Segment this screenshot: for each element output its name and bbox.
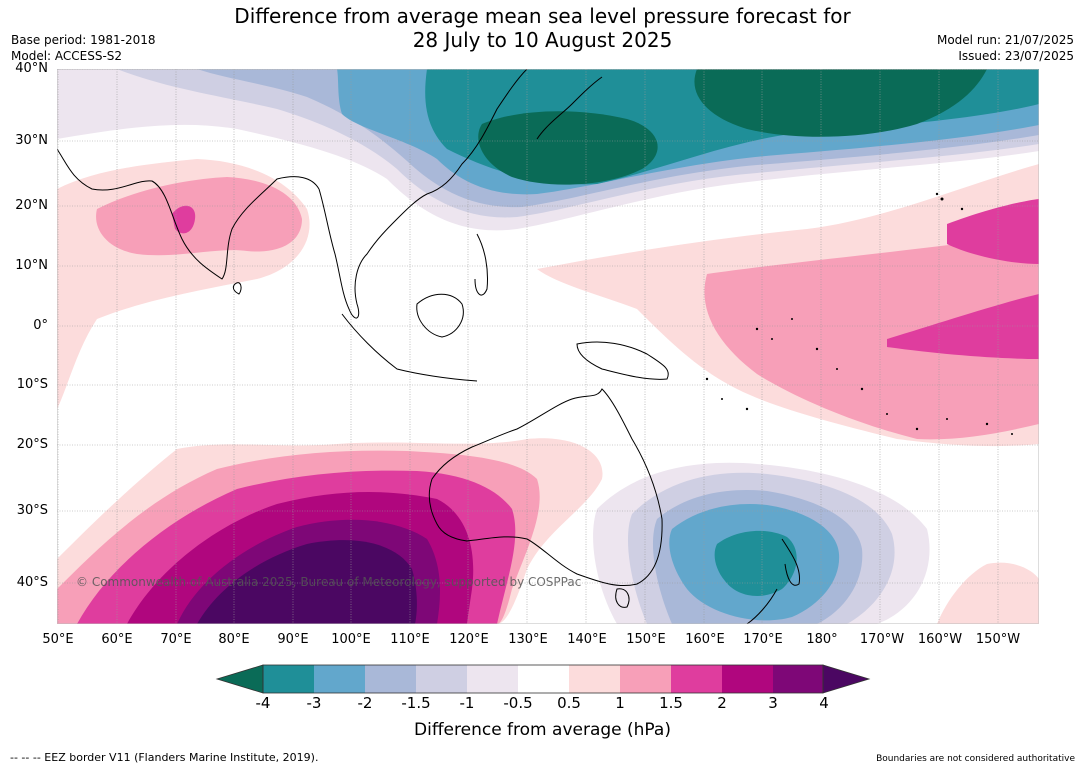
colorbar-swatch [467,665,518,693]
meta-left: Base period: 1981-2018 Model: ACCESS-S2 [11,32,156,64]
lon-label-100e: 100°E [331,632,371,647]
colorbar-label-pos2: 2 [717,694,727,712]
model-run-label: Model run: 21/07/2025 [936,33,1074,47]
base-period-label: Base period: 1981-2018 [11,33,156,47]
title-line-2: 28 July to 10 August 2025 [412,28,673,52]
colorbar-label-neg1: -1 [459,694,475,712]
contour-pos-1-pacific [704,219,1039,440]
lon-label-80e: 80°E [218,632,250,647]
coastline-philippines [474,233,488,296]
colorbar-label-neg2: -2 [357,694,373,712]
title-line-1: Difference from average mean sea level p… [234,4,851,28]
lon-label-170e: 170°E [743,632,783,647]
colorbar-label-pos1: 1 [615,694,625,712]
lon-label-60e: 60°E [101,632,133,647]
colorbar-swatch [314,665,365,693]
colorbar-swatch [518,665,569,693]
colorbar-label-neg4: -4 [255,694,271,712]
eez-border-note: -- -- -- EEZ border V11 (Flanders Marine… [10,751,319,764]
coastline-japan [536,76,603,140]
colorbar-swatches [217,665,869,693]
issued-label: Issued: 23/07/2025 [958,49,1074,63]
coastline-se-asia [318,69,528,319]
lat-label-10n: 10°N [15,258,48,273]
colorbar-swatch [263,665,314,693]
colorbar-label-neg0.5: -0.5 [503,694,533,712]
pressure-anomaly-map [57,69,1039,624]
contour-pos-1-indian [96,177,303,256]
contour-neg-4-north-b [478,111,658,185]
boundaries-disclaimer: Boundaries are not considered authoritat… [876,754,1075,764]
lat-label-40s: 40°S [16,575,48,590]
contour-fills [57,69,1039,624]
contour-pos-0.5-southeast [937,562,1039,624]
chart-title: Difference from average mean sea level p… [0,4,1085,52]
contour-neg-4-north-a [694,69,987,137]
lat-label-20s: 20°S [16,437,48,452]
colorbar-label-pos0.5: 0.5 [557,694,581,712]
coastline-nz-south [746,588,778,624]
lon-label-110e: 110°E [390,632,430,647]
contour-pos-1.5-indian [172,205,196,234]
lat-label-20n: 20°N [15,198,48,213]
colorbar-label-pos1.5: 1.5 [659,694,683,712]
colorbar-swatch [416,665,467,693]
contour-pos-4-south [197,540,417,624]
colorbar-frame [262,664,824,694]
lat-label-30n: 30°N [15,133,48,148]
lat-label-40n: 40°N [15,61,48,76]
colorbar-swatch-above-max [823,665,869,693]
lon-label-150e: 150°E [626,632,666,647]
map-frame [57,69,1039,624]
coastline-sumatra-java [341,313,478,382]
model-label: Model: ACCESS-S2 [11,49,123,63]
coastline-borneo [416,293,464,338]
pacific-islands [705,192,1013,435]
colorbar-label-neg1.5: -1.5 [401,694,431,712]
lon-label-180: 180° [806,632,838,647]
coastline-nz-north [781,538,801,586]
contour-pos-1.5-pacific-b [887,294,1039,359]
coastline-tasmania [615,588,630,608]
copyright-notice: © Commonwealth of Australia 2025, Bureau… [76,575,582,589]
colorbar-label-neg3: -3 [306,694,322,712]
lat-label-30s: 30°S [16,503,48,518]
colorbar-swatch [569,665,620,693]
colorbar-swatch [671,665,722,693]
colorbar-swatch [620,665,671,693]
coastlines [57,69,801,624]
colorbar-swatch [722,665,773,693]
graticule [57,69,1039,624]
lon-label-50e: 50°E [42,632,74,647]
coastline-new-guinea [576,341,669,380]
colorbar-swatch [773,665,824,693]
lon-label-90e: 90°E [277,632,309,647]
coastline-arabia-india [57,148,320,280]
colorbar-title: Difference from average (hPa) [414,720,671,740]
lon-label-120e: 120°E [449,632,489,647]
meta-right: Model run: 21/07/2025 Issued: 23/07/2025 [937,32,1074,64]
colorbar [215,664,871,694]
lon-label-140e: 140°E [567,632,607,647]
lat-label-0: 0° [33,318,48,333]
lon-label-160e: 160°E [685,632,725,647]
contour-pos-1.5-pacific-a [947,199,1039,264]
colorbar-label-pos4: 4 [819,694,829,712]
lat-label-10s: 10°S [16,377,48,392]
coastline-sri-lanka [232,282,242,295]
colorbar-label-pos3: 3 [768,694,778,712]
lon-label-70e: 70°E [160,632,192,647]
colorbar-swatch-below-min [217,665,263,693]
lon-label-160w: 160°W [917,632,963,647]
contour-neg-3-tasman [714,530,797,596]
lon-label-150w: 150°W [975,632,1021,647]
colorbar-swatch [365,665,416,693]
lon-label-170w: 170°W [859,632,905,647]
coastline-australia [428,388,663,587]
lon-label-130e: 130°E [508,632,548,647]
